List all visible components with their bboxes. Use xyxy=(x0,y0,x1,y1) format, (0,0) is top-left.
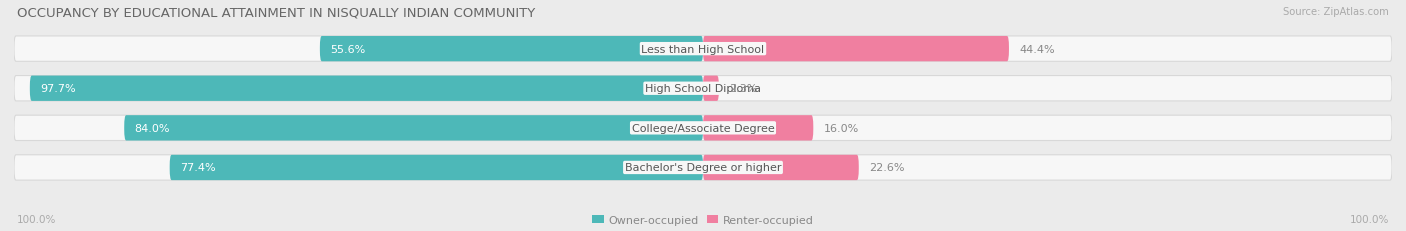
Text: 100.0%: 100.0% xyxy=(1350,214,1389,224)
Text: Bachelor's Degree or higher: Bachelor's Degree or higher xyxy=(624,163,782,173)
Text: College/Associate Degree: College/Associate Degree xyxy=(631,123,775,133)
Text: 77.4%: 77.4% xyxy=(180,163,215,173)
Text: 16.0%: 16.0% xyxy=(824,123,859,133)
FancyBboxPatch shape xyxy=(124,116,703,141)
Text: 100.0%: 100.0% xyxy=(17,214,56,224)
FancyBboxPatch shape xyxy=(14,76,1392,101)
FancyBboxPatch shape xyxy=(703,155,859,180)
Text: 44.4%: 44.4% xyxy=(1019,44,1054,54)
FancyBboxPatch shape xyxy=(703,116,813,141)
Legend: Owner-occupied, Renter-occupied: Owner-occupied, Renter-occupied xyxy=(588,210,818,229)
Text: 55.6%: 55.6% xyxy=(330,44,366,54)
FancyBboxPatch shape xyxy=(170,155,703,180)
FancyBboxPatch shape xyxy=(14,37,1392,62)
Text: 2.3%: 2.3% xyxy=(730,84,758,94)
FancyBboxPatch shape xyxy=(14,155,1392,180)
FancyBboxPatch shape xyxy=(703,76,718,101)
FancyBboxPatch shape xyxy=(321,37,703,62)
FancyBboxPatch shape xyxy=(703,37,1010,62)
FancyBboxPatch shape xyxy=(30,76,703,101)
Text: 97.7%: 97.7% xyxy=(41,84,76,94)
Text: Less than High School: Less than High School xyxy=(641,44,765,54)
Text: Source: ZipAtlas.com: Source: ZipAtlas.com xyxy=(1284,7,1389,17)
Text: High School Diploma: High School Diploma xyxy=(645,84,761,94)
Text: OCCUPANCY BY EDUCATIONAL ATTAINMENT IN NISQUALLY INDIAN COMMUNITY: OCCUPANCY BY EDUCATIONAL ATTAINMENT IN N… xyxy=(17,7,536,20)
Text: 84.0%: 84.0% xyxy=(135,123,170,133)
FancyBboxPatch shape xyxy=(14,116,1392,141)
Text: 22.6%: 22.6% xyxy=(869,163,904,173)
